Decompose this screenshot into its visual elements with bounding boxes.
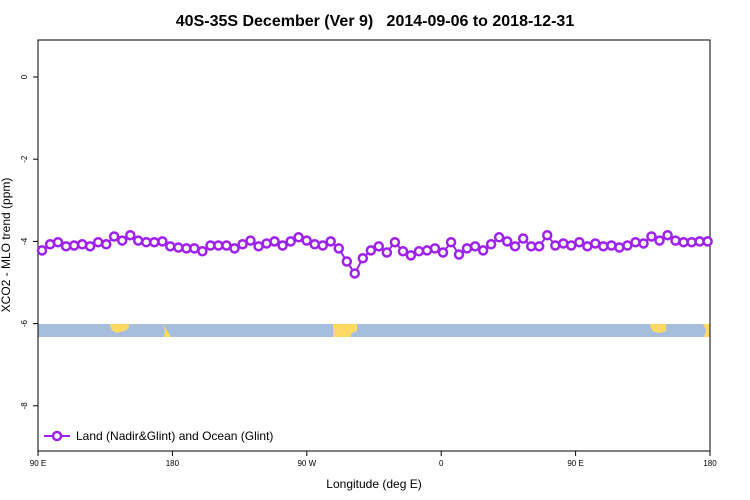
- point: [477, 245, 489, 256]
- point: [36, 245, 48, 256]
- point: [461, 243, 473, 254]
- point: [638, 238, 649, 249]
- point: [52, 236, 64, 248]
- point: [357, 252, 369, 264]
- point: [325, 236, 336, 247]
- point: [365, 245, 377, 256]
- point: [646, 231, 657, 242]
- point: [349, 268, 360, 279]
- point: [108, 231, 120, 242]
- point: [694, 236, 705, 247]
- land-patch: [110, 324, 129, 333]
- point: [92, 236, 104, 248]
- x-tick-label: 180: [703, 459, 717, 468]
- point: [68, 240, 80, 251]
- point: [253, 241, 264, 252]
- point: [333, 243, 345, 254]
- point: [493, 232, 505, 243]
- point: [678, 236, 689, 248]
- point: [469, 241, 481, 252]
- legend-marker: [51, 430, 63, 442]
- point: [453, 249, 465, 260]
- point: [100, 239, 112, 250]
- point: [501, 236, 513, 247]
- point: [116, 235, 128, 246]
- point: [550, 240, 561, 251]
- point: [149, 236, 160, 248]
- land-patch: [650, 324, 666, 333]
- point: [141, 236, 152, 248]
- x-axis-title: Longitude (deg E): [326, 477, 421, 491]
- point: [293, 232, 304, 243]
- point: [381, 247, 393, 258]
- point: [662, 229, 673, 241]
- point: [237, 239, 248, 250]
- y-tick-label: 0: [20, 74, 29, 79]
- land-patch: [162, 324, 171, 337]
- ocean-strip: [38, 324, 710, 337]
- x-tick-label: 90 W: [297, 459, 316, 468]
- point: [60, 241, 72, 252]
- point: [670, 235, 681, 246]
- y-tick-label: -2: [20, 155, 29, 163]
- point: [533, 241, 545, 252]
- point: [389, 236, 401, 248]
- point: [221, 240, 232, 251]
- point: [654, 235, 665, 246]
- point: [269, 236, 280, 247]
- point: [622, 240, 633, 251]
- point: [485, 239, 497, 250]
- legend-label: Land (Nadir&Glint) and Ocean (Glint): [76, 429, 273, 443]
- land-patch: [703, 324, 710, 337]
- point: [598, 241, 609, 252]
- point: [517, 233, 529, 244]
- point: [341, 256, 353, 267]
- point: [229, 243, 240, 254]
- point: [574, 236, 585, 248]
- point: [189, 243, 200, 254]
- y-tick-label: -8: [20, 402, 29, 410]
- point: [125, 229, 136, 241]
- point: [301, 235, 312, 246]
- x-tick-label: 0: [439, 459, 444, 468]
- x-tick-label: 90 E: [30, 459, 46, 468]
- point: [397, 246, 409, 257]
- point: [277, 240, 288, 251]
- y-axis-title: XCO2 - MLO trend (ppm): [0, 178, 13, 313]
- point: [373, 241, 385, 252]
- y-tick-label: -4: [20, 237, 29, 245]
- point: [630, 236, 641, 248]
- chart-title: 40S-35S December (Ver 9) 2014-09-06 to 2…: [176, 13, 575, 30]
- point: [437, 247, 449, 258]
- point: [445, 236, 457, 248]
- surface-strip: [38, 324, 710, 337]
- land-patch: [333, 324, 357, 337]
- point: [429, 243, 441, 254]
- point: [84, 241, 96, 252]
- point: [165, 241, 176, 252]
- point: [541, 229, 553, 241]
- y-tick-label: -6: [20, 319, 29, 327]
- point: [413, 246, 425, 257]
- point: [405, 250, 417, 261]
- point: [173, 242, 184, 253]
- point: [509, 241, 521, 252]
- x-tick-label: 90 E: [567, 459, 583, 468]
- point: [197, 246, 208, 257]
- point: [213, 240, 224, 251]
- point: [317, 240, 329, 251]
- point: [285, 236, 296, 247]
- point: [702, 236, 713, 247]
- point: [157, 236, 168, 247]
- x-tick-label: 180: [166, 459, 180, 468]
- point: [132, 235, 144, 246]
- point: [590, 238, 601, 249]
- point: [614, 242, 625, 253]
- point: [309, 239, 320, 250]
- point: [245, 235, 256, 246]
- point: [566, 240, 577, 251]
